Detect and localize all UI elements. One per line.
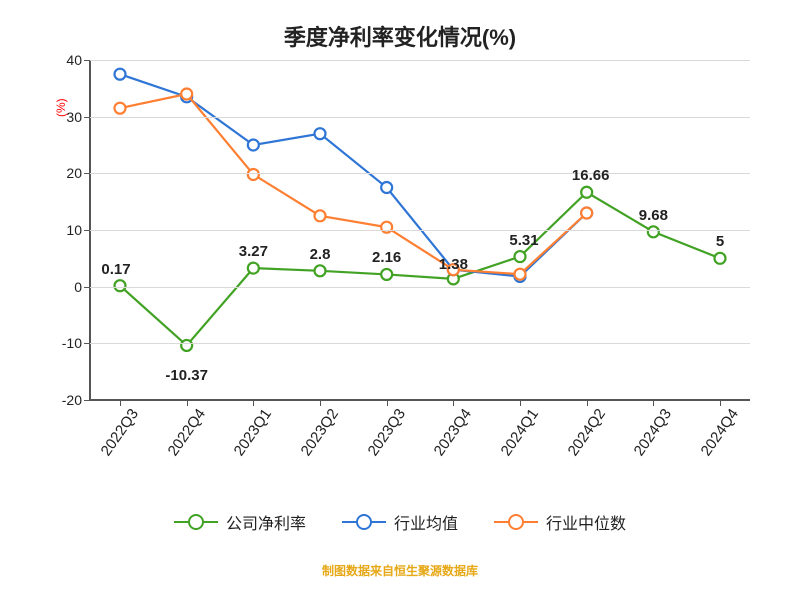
legend-item-industry_mean: 行业均值 — [342, 510, 458, 534]
legend-label: 公司净利率 — [226, 510, 306, 534]
gridline — [90, 117, 750, 118]
y-tick-label: -10 — [62, 335, 90, 351]
series-marker-company_net_margin — [648, 226, 659, 237]
data-label: 16.66 — [572, 167, 610, 184]
x-tick-label: 2023Q2 — [289, 400, 342, 459]
legend-marker — [342, 514, 386, 530]
legend: 公司净利率 行业均值 行业中位数 — [0, 510, 800, 534]
x-tick-label: 2023Q3 — [356, 400, 409, 459]
legend-marker — [174, 514, 218, 530]
gridline — [90, 230, 750, 231]
legend-marker — [494, 514, 538, 530]
x-tick-label: 2024Q3 — [623, 400, 676, 459]
series-marker-company_net_margin — [515, 251, 526, 262]
series-marker-industry_median — [315, 210, 326, 221]
y-tick-label: 40 — [66, 52, 90, 68]
series-marker-company_net_margin — [181, 340, 192, 351]
data-label: 5.31 — [509, 232, 538, 249]
gridline — [90, 287, 750, 288]
series-marker-industry_mean — [115, 69, 126, 80]
chart-footer: 制图数据来自恒生聚源数据库 — [0, 562, 800, 579]
series-marker-industry_median — [515, 269, 526, 280]
data-label: 2.8 — [310, 246, 331, 263]
series-marker-company_net_margin — [315, 265, 326, 276]
series-marker-company_net_margin — [381, 269, 392, 280]
series-line-company_net_margin — [120, 192, 720, 345]
series-marker-company_net_margin — [581, 187, 592, 198]
legend-item-industry_median: 行业中位数 — [494, 510, 626, 534]
gridline — [90, 60, 750, 61]
series-marker-company_net_margin — [248, 263, 259, 274]
x-tick-label: 2024Q1 — [489, 400, 542, 459]
plot-area: (%) -20-100102030402022Q32022Q42023Q1202… — [90, 60, 750, 400]
x-tick-label: 2024Q2 — [556, 400, 609, 459]
data-label: 1.38 — [439, 256, 468, 273]
legend-label: 行业中位数 — [546, 510, 626, 534]
x-tick-label: 2023Q1 — [223, 400, 276, 459]
series-marker-industry_median — [181, 89, 192, 100]
data-label: 3.27 — [239, 243, 268, 260]
y-tick-label: 20 — [66, 165, 90, 181]
y-tick-label: 0 — [74, 279, 90, 295]
series-marker-industry_median — [381, 222, 392, 233]
series-marker-industry_mean — [381, 182, 392, 193]
series-marker-company_net_margin — [715, 253, 726, 264]
gridline — [90, 173, 750, 174]
data-label: 2.16 — [372, 249, 401, 266]
series-marker-industry_median — [581, 208, 592, 219]
series-marker-industry_mean — [315, 128, 326, 139]
series-marker-industry_mean — [248, 140, 259, 151]
legend-item-company_net_margin: 公司净利率 — [174, 510, 306, 534]
y-tick-label: 30 — [66, 109, 90, 125]
series-marker-industry_median — [248, 169, 259, 180]
x-tick-label: 2022Q3 — [89, 400, 142, 459]
data-label: -10.37 — [165, 367, 208, 384]
series-marker-industry_median — [115, 103, 126, 114]
x-tick-label: 2022Q4 — [156, 400, 209, 459]
data-label: 0.17 — [101, 261, 130, 278]
legend-label: 行业均值 — [394, 510, 458, 534]
chart-title: 季度净利率变化情况(%) — [0, 20, 800, 52]
y-tick-label: -20 — [62, 392, 90, 408]
data-label: 5 — [716, 233, 724, 250]
y-tick-label: 10 — [66, 222, 90, 238]
gridline — [90, 343, 750, 344]
x-tick-label: 2023Q4 — [423, 400, 476, 459]
x-tick-label: 2024Q4 — [689, 400, 742, 459]
data-label: 9.68 — [639, 207, 668, 224]
